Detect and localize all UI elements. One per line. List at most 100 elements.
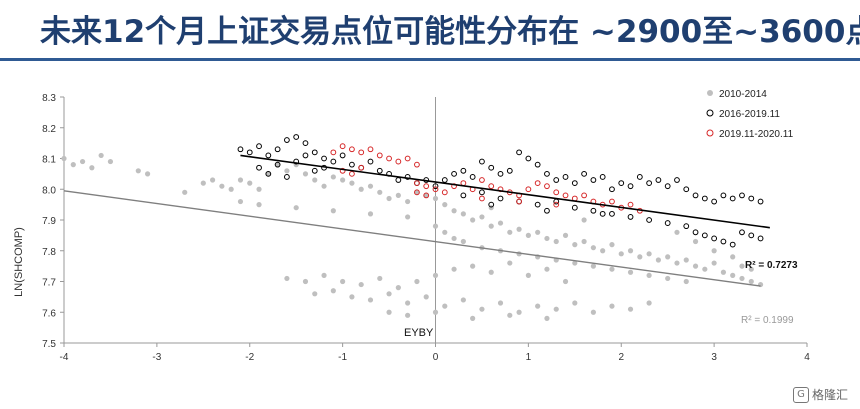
data-point-1 [497,300,504,306]
y-tick-label: 7.8 [42,247,56,258]
y-tick-label: 8.3 [42,93,56,104]
x-tick-label: 3 [711,352,717,363]
data-point-2 [618,180,625,187]
trendline-2 [240,154,770,229]
data-point-2 [599,174,606,180]
data-point-1 [581,217,587,223]
data-point-1 [692,238,699,245]
data-point-2 [720,192,727,199]
legend-marker-1 [707,90,713,96]
data-point-3 [609,198,615,205]
data-point-1 [442,303,448,309]
data-point-1 [730,272,736,278]
data-point-1 [70,162,76,168]
data-point-1 [367,211,374,217]
data-point-2 [757,198,764,205]
data-point-2 [367,158,374,165]
data-point-1 [98,152,104,159]
legend-label-2: 2016-2019.11 [719,109,780,120]
data-point-1 [646,251,652,257]
data-point-1 [702,266,708,272]
data-point-1 [674,260,680,266]
data-point-1 [377,275,383,282]
data-point-1 [386,309,392,315]
data-point-1 [600,248,606,254]
x-tick-label: -3 [152,352,161,363]
data-point-1 [302,171,309,177]
data-point-3 [488,183,495,190]
data-point-2 [534,161,541,168]
data-point-2 [544,170,550,177]
data-point-2 [265,152,272,159]
data-point-2 [293,158,300,165]
data-point-1 [665,254,671,260]
data-point-2 [534,201,541,208]
data-point-3 [441,189,448,196]
data-point-2 [711,198,718,205]
data-point-1 [358,186,364,192]
y-tick-label: 7.6 [42,308,56,319]
data-point-1 [544,315,550,321]
x-tick-label: 4 [804,352,810,363]
data-point-1 [405,198,411,205]
x-tick-label: 0 [433,352,439,363]
data-point-2 [274,146,281,153]
y-axis-label: LN(SHCOMP) [13,227,25,297]
watermark: G 格隆汇 [792,386,848,403]
r-squared-label-2016-2019: R² = 0.7273 [745,260,798,271]
data-point-1 [107,158,114,165]
data-point-3 [553,201,560,208]
data-point-2 [311,167,318,174]
data-point-2 [646,180,653,187]
data-point-3 [479,177,485,183]
data-point-2 [349,161,355,168]
data-point-2 [525,155,532,162]
data-point-3 [460,180,467,187]
data-point-1 [637,254,643,260]
data-point-1 [507,312,513,318]
data-point-1 [284,275,290,282]
data-point-1 [739,275,745,282]
data-point-2 [664,183,671,190]
data-point-2 [711,235,718,242]
data-point-3 [414,180,420,187]
data-point-3 [349,146,355,153]
data-point-2 [488,164,495,171]
data-point-1 [256,202,262,208]
data-point-1 [386,291,392,297]
data-point-1 [395,285,401,291]
data-point-1 [330,208,336,214]
data-point-2 [497,170,504,177]
r-squared-label-2010-2014: R² = 0.1999 [741,315,794,326]
data-point-2 [739,192,745,199]
data-point-2 [599,210,606,217]
data-point-1 [423,294,429,300]
data-point-1 [674,229,680,235]
data-point-1 [525,272,531,278]
data-point-2 [627,214,634,220]
data-point-3 [367,146,374,153]
chart-axes: 7.5 7.6 7.7 7.8 7.9 8.0 8.1 8.2 8.3 -4 -3 -2 -1 0 1 2 3 4 [42,93,810,363]
data-point-3 [544,183,550,190]
data-point-1 [646,272,652,278]
data-point-1 [432,309,439,315]
data-point-2 [506,167,513,174]
data-point-1 [358,281,364,288]
data-point-2 [395,177,402,183]
chart-points [61,134,764,321]
data-point-3 [349,170,355,177]
data-point-2 [636,174,643,180]
data-point-1 [256,186,262,192]
data-point-3 [386,155,392,162]
data-point-2 [302,140,309,147]
data-point-1 [349,180,355,186]
data-point-1 [535,303,541,309]
data-point-2 [739,229,745,236]
gelonghui-logo-icon: G [792,386,809,403]
data-point-1 [219,183,225,189]
data-point-2 [432,183,439,190]
data-point-2 [451,170,457,177]
data-point-1 [739,263,745,269]
data-point-1 [479,306,485,312]
data-point-1 [432,223,439,229]
